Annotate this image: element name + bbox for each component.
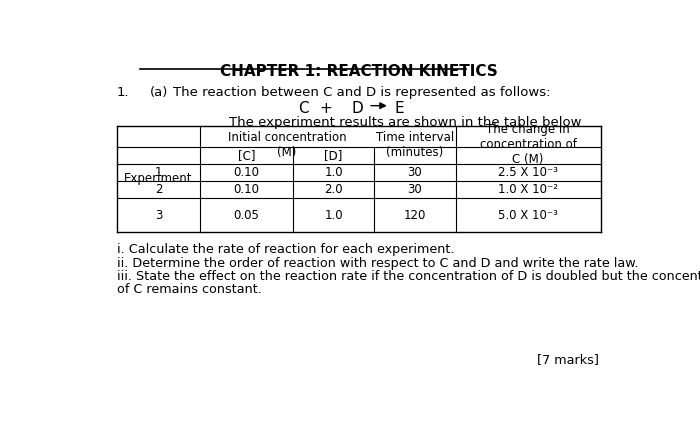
Text: 0.10: 0.10 [233,166,260,179]
Text: ii. Determine the order of reaction with respect to C and D and write the rate l: ii. Determine the order of reaction with… [117,257,638,269]
Text: 1.0: 1.0 [324,166,343,179]
Text: iii. State the effect on the reaction rate if the concentration of D is doubled : iii. State the effect on the reaction ra… [117,270,700,283]
Text: 2.0: 2.0 [324,183,343,196]
Text: 0.05: 0.05 [233,209,259,221]
Text: E: E [394,101,404,116]
Text: 2.5 X 10⁻³: 2.5 X 10⁻³ [498,166,558,179]
Text: [7 marks]: [7 marks] [537,353,599,366]
Text: [C]: [C] [237,149,255,162]
Text: The experiment results are shown in the table below: The experiment results are shown in the … [228,116,581,130]
Text: D: D [351,101,363,116]
Text: The change in
concentration of
C (M): The change in concentration of C (M) [480,123,577,167]
Text: 1.0 X 10⁻²: 1.0 X 10⁻² [498,183,558,196]
Text: 1: 1 [155,166,162,179]
Text: 120: 120 [404,209,426,221]
Text: i. Calculate the rate of reaction for each experiment.: i. Calculate the rate of reaction for ea… [117,244,454,257]
Text: 5.0 X 10⁻³: 5.0 X 10⁻³ [498,209,558,221]
Text: +: + [320,101,332,116]
Text: CHAPTER 1: REACTION KINETICS: CHAPTER 1: REACTION KINETICS [220,64,498,79]
Text: 1.: 1. [117,86,130,99]
Text: 0.10: 0.10 [233,183,260,196]
Text: 30: 30 [407,183,422,196]
Text: Experiment: Experiment [124,172,192,185]
Text: 2: 2 [155,183,162,196]
Text: C: C [298,101,308,116]
Text: of C remains constant.: of C remains constant. [117,283,262,296]
Text: The reaction between C and D is represented as follows:: The reaction between C and D is represen… [173,86,550,99]
Text: 30: 30 [407,166,422,179]
Text: 1.0: 1.0 [324,209,343,221]
Text: (a): (a) [150,86,168,99]
Text: [D]: [D] [324,149,343,162]
Text: 3: 3 [155,209,162,221]
Text: Time interval
(minutes): Time interval (minutes) [376,131,454,159]
Text: Initial concentration
(M): Initial concentration (M) [228,131,346,159]
